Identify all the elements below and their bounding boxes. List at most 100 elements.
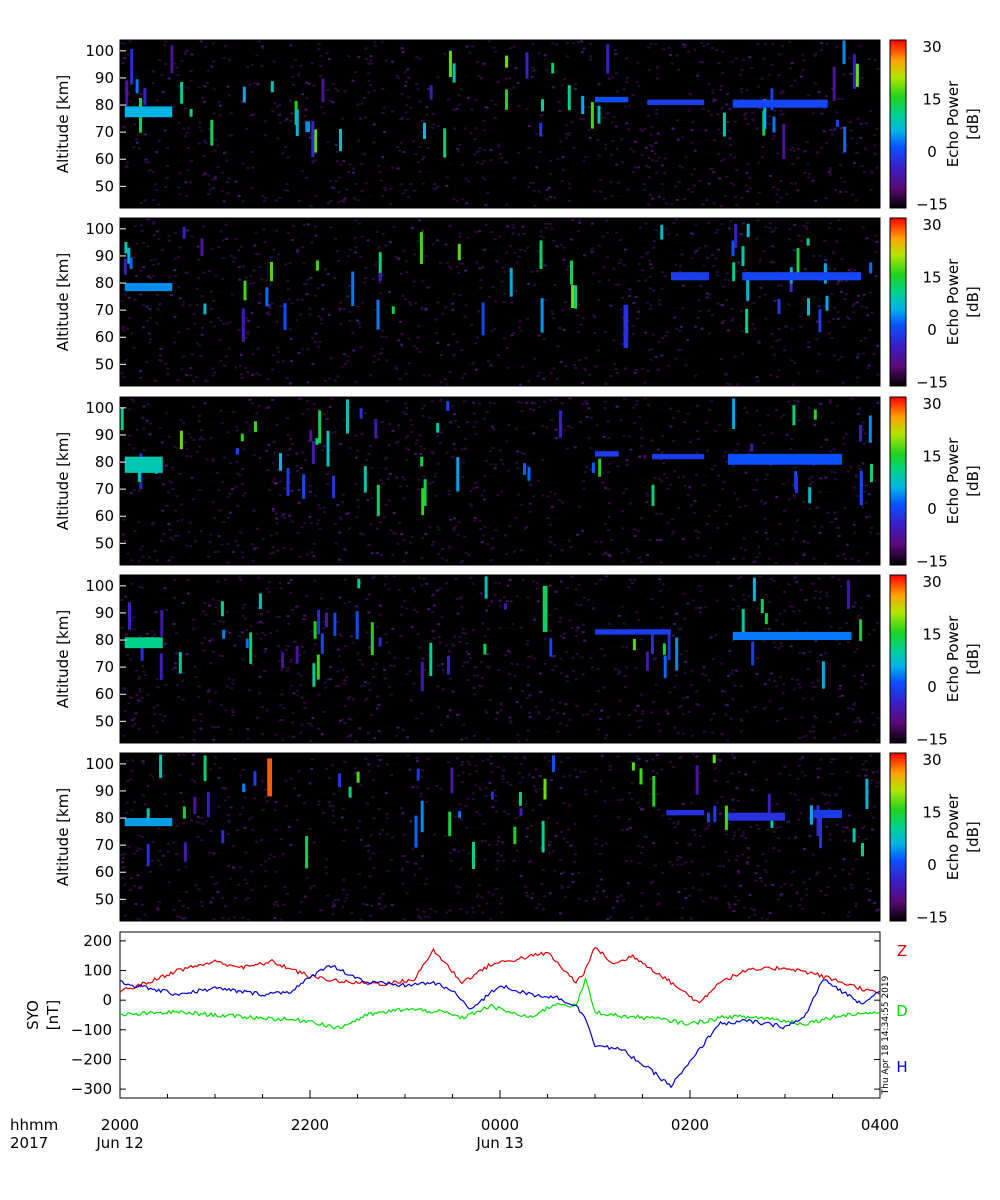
noise-speck xyxy=(758,107,762,109)
noise-speck xyxy=(284,779,288,782)
noise-speck xyxy=(740,87,743,90)
noise-speck xyxy=(791,537,795,540)
noise-speck xyxy=(274,482,278,485)
noise-speck xyxy=(852,311,856,314)
noise-speck xyxy=(675,54,679,57)
noise-speck xyxy=(217,489,221,492)
noise-speck xyxy=(396,424,400,427)
noise-speck xyxy=(862,442,866,445)
noise-speck xyxy=(482,489,486,492)
noise-speck xyxy=(213,325,217,328)
noise-speck xyxy=(176,379,180,382)
noise-speck xyxy=(651,880,655,883)
noise-speck xyxy=(619,239,623,242)
noise-speck xyxy=(308,484,312,487)
noise-speck xyxy=(712,202,716,205)
noise-speck xyxy=(516,450,519,453)
noise-speck xyxy=(206,69,210,72)
noise-speck xyxy=(154,611,158,614)
noise-speck xyxy=(803,622,807,625)
noise-speck xyxy=(431,400,435,403)
noise-speck xyxy=(514,756,518,759)
noise-speck xyxy=(439,431,443,434)
noise-speck xyxy=(451,643,455,646)
noise-speck xyxy=(342,198,346,201)
noise-speck xyxy=(164,186,168,188)
noise-speck xyxy=(596,690,600,693)
noise-speck xyxy=(712,657,715,660)
noise-speck xyxy=(322,811,325,814)
noise-speck xyxy=(263,634,267,636)
noise-speck xyxy=(653,657,657,660)
noise-speck xyxy=(408,768,412,771)
noise-speck xyxy=(410,431,414,433)
noise-speck xyxy=(187,432,191,435)
noise-speck xyxy=(261,632,264,634)
noise-speck xyxy=(737,872,740,875)
colorbar-label-unit: [dB] xyxy=(964,286,982,318)
x-tick-label: 0200 xyxy=(671,1116,709,1134)
noise-texture xyxy=(120,397,880,565)
noise-speck xyxy=(641,710,645,713)
noise-speck xyxy=(310,336,314,339)
noise-speck xyxy=(705,523,709,525)
noise-speck xyxy=(482,129,486,132)
noise-speck xyxy=(328,377,332,380)
noise-speck xyxy=(384,188,388,191)
noise-speck xyxy=(676,119,680,122)
noise-speck xyxy=(776,719,780,722)
noise-speck xyxy=(634,709,637,712)
noise-speck xyxy=(385,763,389,766)
noise-speck xyxy=(486,628,490,631)
noise-speck xyxy=(651,770,655,772)
noise-speck xyxy=(810,798,814,800)
noise-speck xyxy=(167,523,171,526)
noise-speck xyxy=(399,320,403,323)
noise-speck xyxy=(847,814,851,817)
noise-speck xyxy=(276,468,280,471)
noise-speck xyxy=(712,98,716,101)
noise-speck xyxy=(813,525,817,528)
noise-speck xyxy=(352,167,356,170)
noise-speck xyxy=(709,718,713,721)
noise-speck xyxy=(414,862,418,865)
noise-speck xyxy=(797,764,801,767)
noise-speck xyxy=(701,203,705,206)
noise-speck xyxy=(558,616,562,619)
y-tick-label: 50 xyxy=(95,712,114,730)
noise-speck xyxy=(636,618,640,621)
noise-speck xyxy=(675,327,679,330)
noise-speck xyxy=(334,180,338,183)
echo-streak xyxy=(320,633,324,654)
noise-speck xyxy=(514,67,518,70)
noise-speck xyxy=(347,527,351,530)
noise-speck xyxy=(207,555,210,558)
echo-streak xyxy=(242,86,246,103)
noise-speck xyxy=(574,853,578,856)
noise-speck xyxy=(178,297,182,300)
noise-speck xyxy=(401,867,404,870)
noise-speck xyxy=(394,441,398,444)
echo-streak xyxy=(597,105,601,124)
noise-speck xyxy=(682,697,686,700)
noise-speck xyxy=(865,516,869,519)
noise-speck xyxy=(402,497,406,500)
series-line-d xyxy=(119,976,881,1030)
noise-speck xyxy=(368,875,372,878)
echo-streak xyxy=(295,109,299,136)
noise-speck xyxy=(829,625,833,628)
noise-speck xyxy=(274,870,277,873)
noise-speck xyxy=(775,496,779,498)
noise-speck xyxy=(472,412,476,415)
noise-speck xyxy=(159,713,163,716)
noise-speck xyxy=(228,134,232,137)
noise-speck xyxy=(448,224,452,227)
noise-speck xyxy=(281,852,285,855)
noise-speck xyxy=(401,476,405,478)
noise-speck xyxy=(521,776,525,779)
noise-speck xyxy=(718,759,722,762)
noise-speck xyxy=(244,317,248,320)
noise-speck xyxy=(740,233,744,236)
noise-speck xyxy=(560,635,563,638)
noise-speck xyxy=(509,721,513,724)
